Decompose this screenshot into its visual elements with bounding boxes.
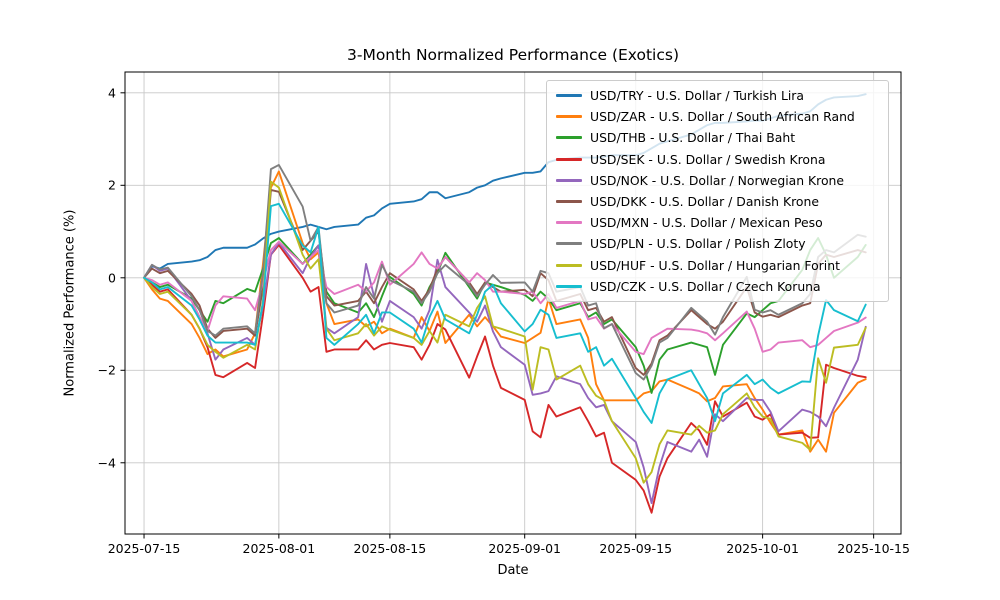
- y-tick-label: 2: [108, 177, 116, 193]
- legend-item: USD/DKK - U.S. Dollar / Danish Krone: [556, 191, 880, 212]
- series-line-usd-czk: [143, 202, 867, 424]
- legend-item: USD/MXN - U.S. Dollar / Mexican Peso: [556, 212, 880, 233]
- legend-item: USD/TRY - U.S. Dollar / Turkish Lira: [556, 85, 880, 106]
- legend-item: USD/NOK - U.S. Dollar / Norwegian Krone: [556, 170, 880, 191]
- legend-swatch: [556, 157, 582, 161]
- legend-label: USD/HUF - U.S. Dollar / Hungarian Forint: [590, 257, 840, 273]
- legend-item: USD/SEK - U.S. Dollar / Swedish Krona: [556, 149, 880, 170]
- legend-swatch: [556, 94, 582, 98]
- legend-item: USD/CZK - U.S. Dollar / Czech Koruna: [556, 276, 880, 297]
- legend-label: USD/MXN - U.S. Dollar / Mexican Peso: [590, 215, 823, 231]
- legend-item: USD/HUF - U.S. Dollar / Hungarian Forint: [556, 255, 880, 276]
- legend: USD/TRY - U.S. Dollar / Turkish Lira USD/…: [546, 80, 889, 302]
- legend-swatch: [556, 200, 582, 204]
- plot-border: [124, 71, 902, 535]
- legend-label: USD/CZK - U.S. Dollar / Czech Koruna: [590, 278, 821, 294]
- x-tick-label: 2025-09-15: [599, 541, 673, 556]
- legend-label: USD/NOK - U.S. Dollar / Norwegian Krone: [590, 172, 845, 188]
- legend-swatch: [556, 115, 582, 119]
- legend-label: USD/SEK - U.S. Dollar / Swedish Krona: [590, 151, 826, 167]
- legend-item: USD/PLN - U.S. Dollar / Polish Zloty: [556, 233, 880, 254]
- legend-swatch: [556, 221, 582, 225]
- legend-label: USD/THB - U.S. Dollar / Thai Baht: [590, 130, 796, 146]
- legend-swatch: [556, 263, 582, 267]
- legend-label: USD/TRY - U.S. Dollar / Turkish Lira: [590, 88, 804, 104]
- legend-label: USD/ZAR - U.S. Dollar / South African Ra…: [590, 109, 855, 125]
- legend-item: USD/ZAR - U.S. Dollar / South African Ra…: [556, 106, 880, 127]
- legend-label: USD/DKK - U.S. Dollar / Danish Krone: [590, 194, 819, 210]
- x-tick-label: 2025-10-01: [726, 541, 799, 556]
- y-tick-label: 0: [108, 270, 116, 286]
- legend-swatch: [556, 242, 582, 246]
- y-tick-label: −4: [97, 455, 116, 471]
- x-tick-label: 2025-07-15: [107, 541, 181, 556]
- legend-swatch: [556, 136, 582, 140]
- x-tick-label: 2025-10-15: [837, 541, 910, 556]
- legend-item: USD/THB - U.S. Dollar / Thai Baht: [556, 127, 880, 148]
- legend-swatch: [556, 178, 582, 182]
- x-axis-label: Date: [497, 563, 529, 578]
- y-tick-label: 4: [108, 85, 116, 101]
- y-tick-label: −2: [97, 362, 116, 378]
- legend-swatch: [556, 284, 582, 288]
- x-tick-label: 2025-09-01: [488, 541, 562, 556]
- series-line-usd-zar: [143, 170, 867, 453]
- series-line-usd-sek: [143, 244, 867, 514]
- chart-title: 3-Month Normalized Performance (Exotics): [347, 46, 679, 64]
- x-tick-label: 2025-08-15: [353, 541, 427, 556]
- legend-label: USD/PLN - U.S. Dollar / Polish Zloty: [590, 236, 806, 252]
- x-tick-label: 2025-08-01: [242, 541, 316, 556]
